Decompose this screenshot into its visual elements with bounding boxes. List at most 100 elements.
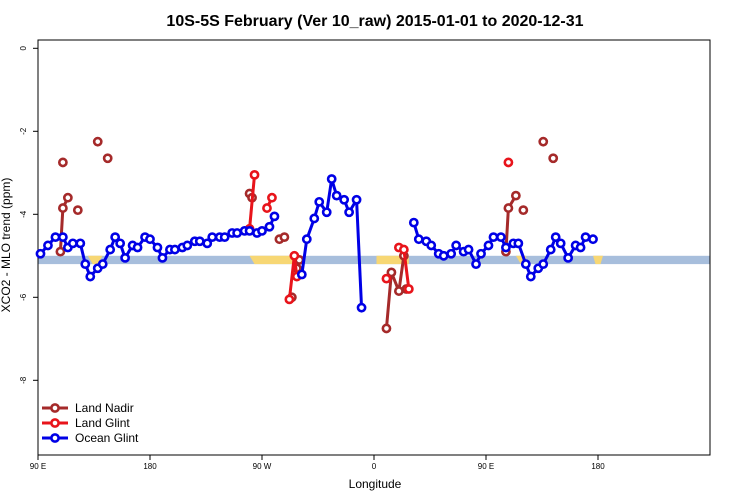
data-point: [446, 248, 457, 259]
land-band-4: [593, 255, 603, 265]
data-point: [381, 273, 392, 284]
data-point: [115, 238, 126, 249]
data-point: [289, 250, 300, 261]
data-point: [503, 157, 514, 168]
data-point: [35, 248, 46, 259]
data-point: [219, 232, 230, 243]
y-tick-label: -6: [19, 293, 28, 301]
data-point: [426, 240, 437, 251]
data-point: [321, 207, 332, 218]
data-point: [520, 259, 531, 269]
data-point: [157, 252, 168, 263]
data-point: [57, 203, 68, 213]
data-point: [501, 242, 511, 253]
data-point: [538, 259, 549, 269]
data-point: [55, 246, 66, 257]
data-point: [301, 234, 312, 245]
data-point: [269, 211, 280, 222]
legend-label: Land Nadir: [75, 401, 134, 415]
y-tick-label: -8: [19, 376, 28, 384]
data-point: [408, 217, 419, 228]
data-point: [386, 267, 397, 278]
legend-label: Land Glint: [75, 416, 130, 430]
data-point: [563, 252, 574, 263]
data-point: [513, 238, 524, 249]
data-point: [413, 234, 424, 245]
data-point: [169, 244, 180, 255]
data-point: [545, 244, 556, 255]
data-point: [326, 174, 337, 184]
data-point: [182, 240, 193, 251]
data-point: [67, 238, 78, 249]
data-point: [296, 269, 307, 280]
data-point: [393, 286, 404, 296]
legend-label: Ocean Glint: [75, 431, 139, 445]
ocean-band: [38, 255, 710, 265]
series-line: [384, 255, 406, 329]
data-point: [43, 240, 53, 251]
series-ocean-glint: [35, 174, 598, 313]
x-tick-label: 90 E: [30, 462, 46, 471]
data-point: [351, 194, 362, 205]
land-band-1: [249, 255, 302, 265]
data-point: [72, 205, 83, 216]
x-tick-label: 90 W: [253, 462, 272, 471]
data-point: [57, 232, 68, 243]
data-point: [403, 284, 414, 294]
data-point: [476, 248, 486, 259]
data-point: [85, 271, 96, 282]
legend-marker: [50, 433, 60, 443]
x-tick-label: 90 E: [478, 462, 494, 471]
data-point: [548, 153, 559, 164]
y-axis-label: XCO2 - MLO trend (ppm): [0, 178, 13, 313]
data-point: [331, 190, 342, 201]
data-point: [110, 232, 121, 243]
data-point: [105, 244, 116, 255]
data-point: [57, 157, 68, 168]
data-point: [575, 242, 586, 253]
data-point: [314, 196, 325, 207]
data-point: [202, 238, 213, 249]
data-point: [510, 190, 521, 201]
data-point: [279, 232, 290, 243]
y-tick-label: -4: [19, 210, 28, 218]
axes: 90 E 180 90 W 0 90 E 180 0 -2 -4 -6 -8: [19, 39, 711, 471]
data-point: [525, 271, 536, 282]
background-band: [38, 255, 710, 265]
data-point: [257, 225, 267, 236]
data-point: [50, 232, 61, 243]
data-point: [398, 244, 409, 255]
data-point: [488, 232, 499, 243]
data-point: [207, 232, 218, 243]
data-point: [471, 259, 481, 269]
series-layer: [35, 136, 598, 334]
y-tick-label: 0: [19, 46, 28, 51]
data-point: [244, 225, 255, 236]
series-line: [248, 174, 257, 229]
data-point: [381, 323, 392, 334]
data-point: [80, 259, 91, 269]
land-band-0: [87, 255, 103, 265]
data-point: [339, 194, 350, 205]
data-point: [483, 240, 494, 251]
data-point: [580, 232, 591, 243]
data-point: [75, 238, 86, 249]
data-point: [438, 250, 449, 261]
data-point: [284, 294, 295, 305]
legend-marker: [50, 418, 60, 428]
data-point: [145, 234, 155, 245]
data-point: [518, 205, 529, 216]
x-axis-label: Longitude: [349, 477, 402, 491]
x-tick-label: 180: [591, 462, 605, 471]
data-point: [264, 221, 275, 232]
data-point: [120, 252, 131, 263]
y-tick-label: -2: [19, 127, 28, 135]
data-point: [555, 238, 566, 249]
legend-marker: [50, 403, 60, 413]
data-point: [102, 153, 113, 164]
data-point: [451, 240, 462, 251]
data-point: [309, 213, 320, 224]
data-point: [249, 169, 260, 180]
